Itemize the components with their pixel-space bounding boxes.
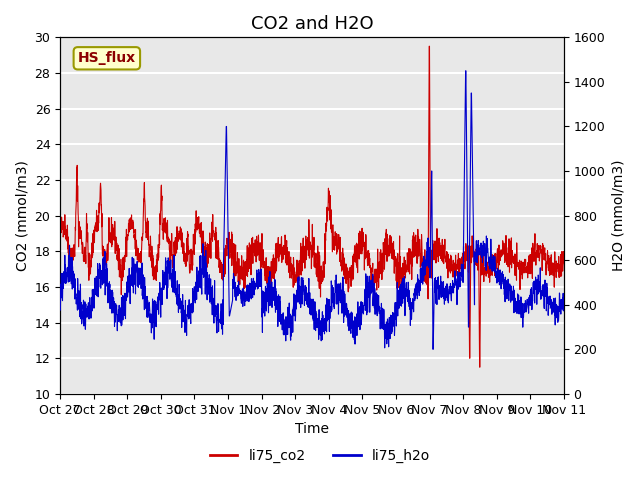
Y-axis label: H2O (mmol/m3): H2O (mmol/m3) [611,160,625,271]
Text: HS_flux: HS_flux [78,51,136,65]
X-axis label: Time: Time [295,422,329,436]
Y-axis label: CO2 (mmol/m3): CO2 (mmol/m3) [15,160,29,271]
Title: CO2 and H2O: CO2 and H2O [251,15,373,33]
Legend: li75_co2, li75_h2o: li75_co2, li75_h2o [204,443,436,468]
